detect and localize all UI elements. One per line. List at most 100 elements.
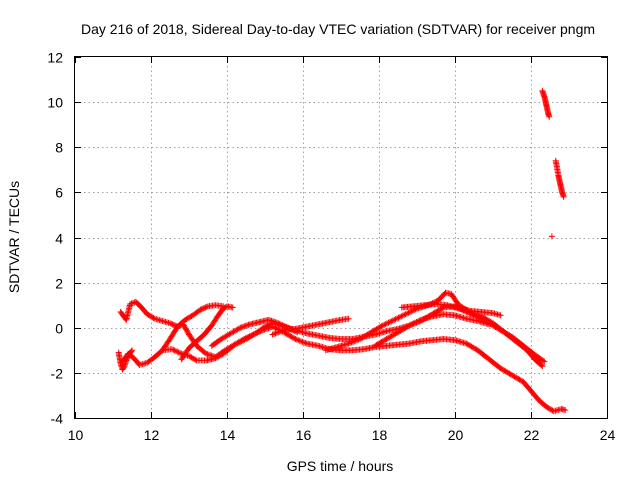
data-point xyxy=(183,327,190,334)
data-point xyxy=(269,323,276,330)
data-point xyxy=(278,321,285,328)
data-point xyxy=(378,323,385,330)
data-point xyxy=(407,321,414,328)
data-point xyxy=(497,312,504,319)
data-point xyxy=(201,305,208,312)
data-point xyxy=(412,319,419,326)
data-point xyxy=(546,113,553,120)
data-point xyxy=(254,329,261,336)
data-point xyxy=(394,315,401,322)
data-point xyxy=(177,350,184,357)
data-point xyxy=(401,311,408,318)
data-point xyxy=(345,340,352,347)
data-point xyxy=(203,303,210,310)
data-point xyxy=(170,346,177,353)
x-tick-label: 16 xyxy=(296,427,312,443)
data-point xyxy=(391,316,398,323)
data-point xyxy=(293,336,300,343)
data-point xyxy=(120,364,127,371)
data-point xyxy=(348,339,355,346)
data-point xyxy=(275,329,282,336)
data-point xyxy=(174,348,181,355)
data-point xyxy=(404,310,411,317)
data-point xyxy=(201,349,208,356)
y-tick-label: -2 xyxy=(51,366,64,382)
data-point xyxy=(296,337,303,344)
data-point xyxy=(385,319,392,326)
data-point xyxy=(300,339,307,346)
data-point xyxy=(351,338,358,345)
data-point xyxy=(398,313,405,320)
data-point xyxy=(257,328,264,335)
data-point xyxy=(123,356,130,363)
data-point xyxy=(486,321,493,328)
data-point xyxy=(413,318,420,325)
data-point xyxy=(273,329,280,336)
data-point xyxy=(229,304,236,311)
data-point xyxy=(242,335,249,342)
x-tick-label: 14 xyxy=(220,427,236,443)
data-point xyxy=(247,332,254,339)
x-tick-label: 10 xyxy=(68,427,84,443)
x-tick-label: 22 xyxy=(524,427,540,443)
data-point xyxy=(241,336,248,343)
data-point xyxy=(345,315,352,322)
data-point xyxy=(128,300,135,307)
y-tick-label: -4 xyxy=(51,411,64,427)
y-tick-label: 2 xyxy=(55,276,63,292)
x-tick-labels: 10 12 14 16 18 20 22 24 xyxy=(68,427,616,443)
data-point xyxy=(406,309,413,316)
data-point xyxy=(168,346,175,353)
data-point xyxy=(541,358,548,365)
data-point xyxy=(279,322,286,329)
data-point xyxy=(276,320,283,327)
data-point xyxy=(124,354,131,361)
y-axis-title: SDTVAR / TECUs xyxy=(6,181,22,293)
data-point xyxy=(184,328,191,335)
data-point xyxy=(239,336,246,343)
data-point xyxy=(414,318,421,325)
data-point xyxy=(169,321,176,328)
data-point xyxy=(291,335,298,342)
data-point xyxy=(272,325,279,332)
grid-lines xyxy=(75,57,607,418)
data-point xyxy=(175,349,182,356)
data-point xyxy=(279,327,286,334)
data-point xyxy=(182,325,189,332)
data-point xyxy=(202,304,209,311)
data-point xyxy=(349,338,356,345)
data-point xyxy=(125,353,132,360)
x-axis-title: GPS time / hours xyxy=(287,458,394,474)
y-tick-label: 8 xyxy=(55,140,63,156)
data-point xyxy=(150,314,157,321)
data-point xyxy=(405,323,412,330)
data-point xyxy=(405,309,412,316)
data-point xyxy=(251,330,258,337)
data-point xyxy=(171,347,178,354)
data-point xyxy=(271,330,278,337)
data-point xyxy=(302,339,309,346)
data-point xyxy=(271,324,278,331)
data-point xyxy=(382,321,389,328)
data-point xyxy=(388,318,395,325)
y-tick-label: 12 xyxy=(47,50,63,66)
data-point xyxy=(256,328,263,335)
data-point xyxy=(170,321,177,328)
data-point xyxy=(416,317,423,324)
data-point xyxy=(402,311,409,318)
data-point xyxy=(386,318,393,325)
data-point xyxy=(399,312,406,319)
data-point xyxy=(384,320,391,327)
data-point xyxy=(192,356,199,363)
data-point xyxy=(183,326,190,333)
data-point xyxy=(129,347,135,354)
data-point xyxy=(199,305,206,312)
data-point xyxy=(298,338,305,345)
data-point xyxy=(539,363,546,370)
data-point xyxy=(410,320,417,327)
data-point xyxy=(245,334,252,341)
data-point xyxy=(355,336,362,343)
data-point xyxy=(538,362,545,369)
data-point xyxy=(167,320,173,327)
data-point xyxy=(562,407,569,414)
